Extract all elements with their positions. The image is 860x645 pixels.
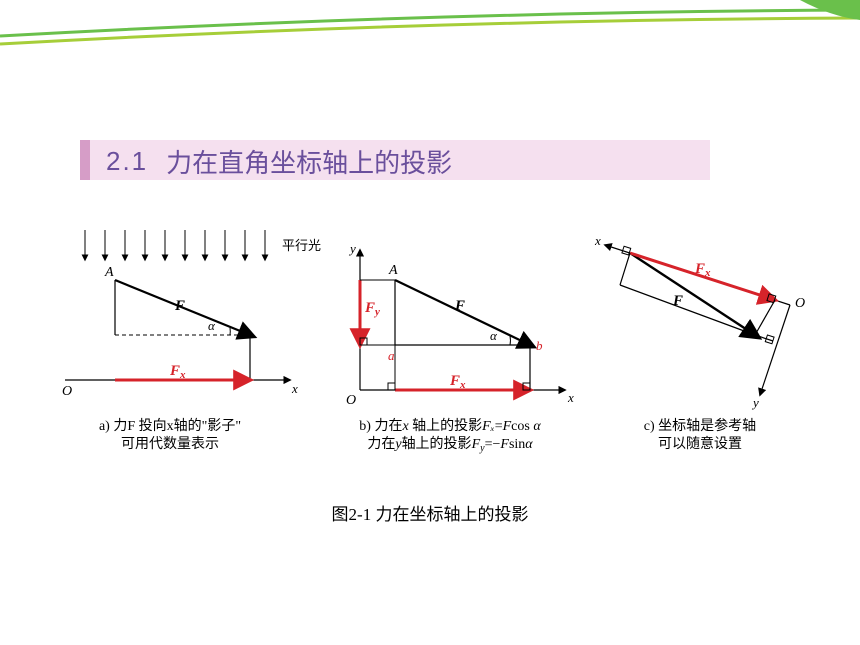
panel-b: A y x O a b F α Fy Fx b) 力在x 轴上的投影Fₓ=Fco…	[346, 241, 574, 454]
section-heading: 2.1 力在直角坐标轴上的投影	[90, 140, 710, 182]
figure-main-caption: 图2-1 力在坐标轴上的投影	[0, 500, 860, 525]
top-accent-bar	[0, 0, 860, 60]
svg-text:F: F	[672, 293, 683, 309]
panel-a: 平行光 A F α Fx O x a) 力F 投向x轴的"	[62, 230, 321, 452]
panel-a-caption-1: a) 力F 投向x轴的"影子"	[99, 418, 241, 434]
panel-b-caption-1: b) 力在x 轴上的投影Fₓ=Fcos α	[359, 418, 541, 434]
svg-text:Fx: Fx	[449, 373, 466, 391]
section-number: 2.1	[106, 146, 148, 177]
section-title: 力在直角坐标轴上的投影	[166, 143, 452, 180]
svg-text:y: y	[751, 395, 759, 410]
svg-text:A: A	[104, 265, 114, 280]
svg-text:α: α	[208, 318, 216, 333]
panel-b-caption-2: 力在y轴上的投影Fy=−Fsinα	[367, 436, 533, 454]
svg-text:Fy: Fy	[364, 300, 380, 318]
parallel-light-label: 平行光	[282, 238, 321, 253]
svg-text:x: x	[594, 233, 601, 248]
panel-c-caption-1: c) 坐标轴是参考轴	[644, 417, 756, 434]
panel-c-caption-2: 可以随意设置	[658, 435, 742, 452]
svg-text:F: F	[454, 298, 465, 314]
svg-text:O: O	[346, 393, 356, 408]
svg-text:Fx: Fx	[169, 363, 186, 381]
panel-c: x y O Fx F c) 坐标轴是参考轴 可以随意设置	[594, 233, 805, 452]
svg-text:a: a	[388, 348, 395, 363]
svg-text:α: α	[490, 328, 498, 343]
svg-text:x: x	[291, 381, 298, 396]
svg-text:y: y	[348, 241, 356, 256]
svg-text:A: A	[388, 263, 398, 278]
svg-text:x: x	[567, 390, 574, 405]
panel-a-caption-2: 可用代数量表示	[121, 436, 219, 452]
svg-text:O: O	[62, 384, 72, 399]
svg-text:O: O	[795, 296, 805, 311]
svg-text:b: b	[536, 338, 543, 353]
svg-text:Fx: Fx	[694, 261, 711, 279]
figure-2-1: 平行光 A F α Fx O x a) 力F 投向x轴的"	[40, 230, 820, 490]
svg-text:F: F	[174, 298, 185, 314]
